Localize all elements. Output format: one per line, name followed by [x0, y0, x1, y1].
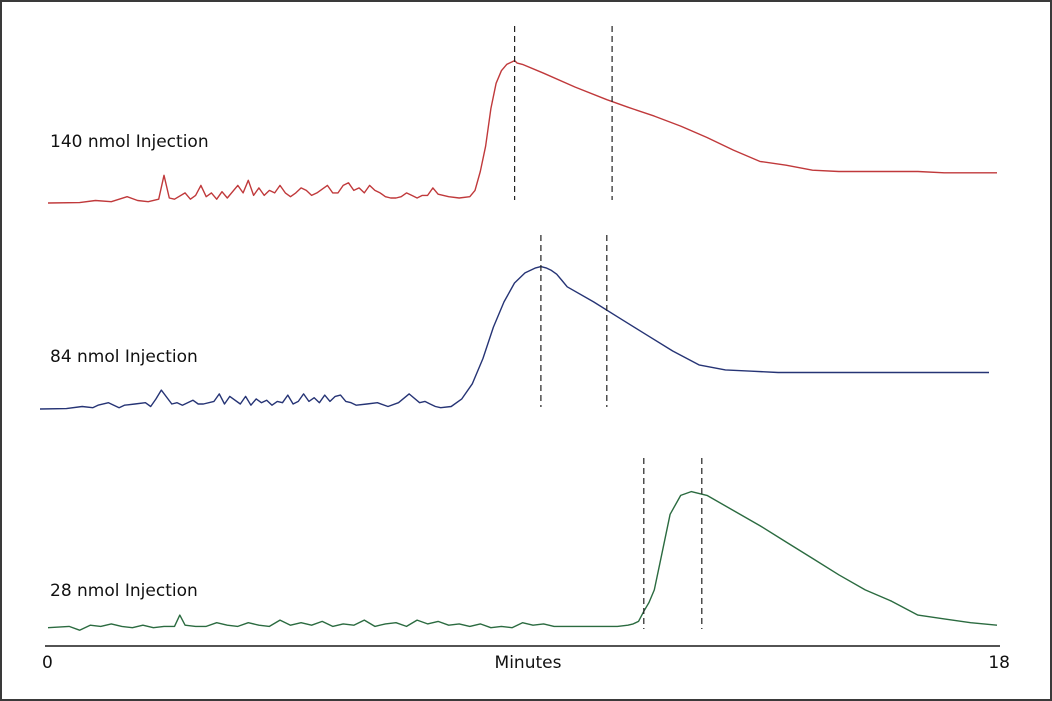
trace-label-1: 140 nmol Injection — [50, 132, 209, 152]
marker-group — [513, 26, 703, 629]
x-tick-label-min: 0 — [42, 653, 53, 673]
trace-group — [39, 59, 998, 631]
trace-line-1 — [47, 59, 997, 204]
trace-line-2 — [39, 265, 989, 410]
trace-label-3: 28 nmol Injection — [50, 581, 198, 601]
label-group: 140 nmol Injection 84 nmol Injection 28 nm… — [50, 132, 209, 601]
trace-line-3 — [47, 490, 998, 631]
x-axis-title: Minutes — [495, 653, 562, 673]
trace-label-2: 84 nmol Injection — [50, 347, 198, 367]
x-tick-label-max: 18 — [988, 653, 1010, 673]
